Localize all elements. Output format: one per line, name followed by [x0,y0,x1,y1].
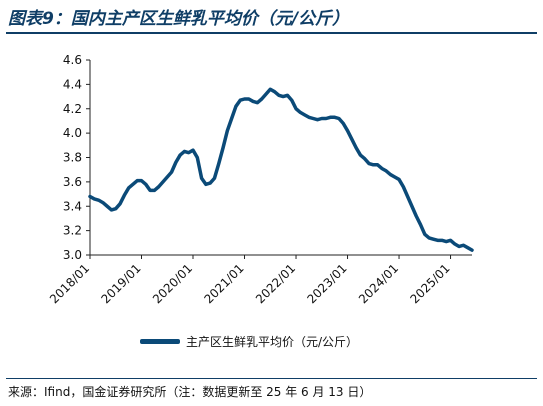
title-bar: 图表9：国内主产区生鲜乳平均价（元/公斤） [0,0,543,34]
x-tick-label: 2025/01 [408,261,453,306]
x-tick-label: 2020/01 [150,261,195,306]
x-tick-label: 2018/01 [47,261,92,306]
y-tick-label: 4.6 [63,53,82,67]
legend-label: 主产区生鲜乳平均价（元/公斤） [186,334,359,349]
y-tick-label: 3.2 [63,224,82,238]
y-tick-label: 3.6 [63,175,82,189]
y-tick-label: 4.0 [63,126,82,140]
y-tick-label: 3.0 [63,248,82,262]
y-tick-label: 4.4 [63,77,82,91]
line-chart: 3.0 3.2 3.4 3.6 3.8 4.0 4.2 4.4 4.6 2018/01 2019/0… [47,53,474,306]
title-divider [6,32,537,34]
chart-title: 图表9：国内主产区生鲜乳平均价（元/公斤） [8,9,350,29]
y-tick-label: 3.4 [63,199,82,213]
x-tick-label: 2023/01 [304,261,349,306]
y-tick-label: 3.8 [63,151,82,165]
y-tick-label: 4.2 [63,102,82,116]
x-tick-label: 2019/01 [98,261,143,306]
series-line-0 [88,87,474,252]
x-tick-label: 2024/01 [356,261,401,306]
footer-divider [6,378,537,379]
legend: 主产区生鲜乳平均价（元/公斤） [140,331,358,351]
source-note: 来源：Ifind，国金证券研究所（注：数据更新至 25 年 6 月 13 日） [8,385,372,399]
x-tick-label: 2022/01 [253,261,298,306]
legend-swatch [140,338,180,344]
x-tick-label: 2021/01 [201,261,246,306]
